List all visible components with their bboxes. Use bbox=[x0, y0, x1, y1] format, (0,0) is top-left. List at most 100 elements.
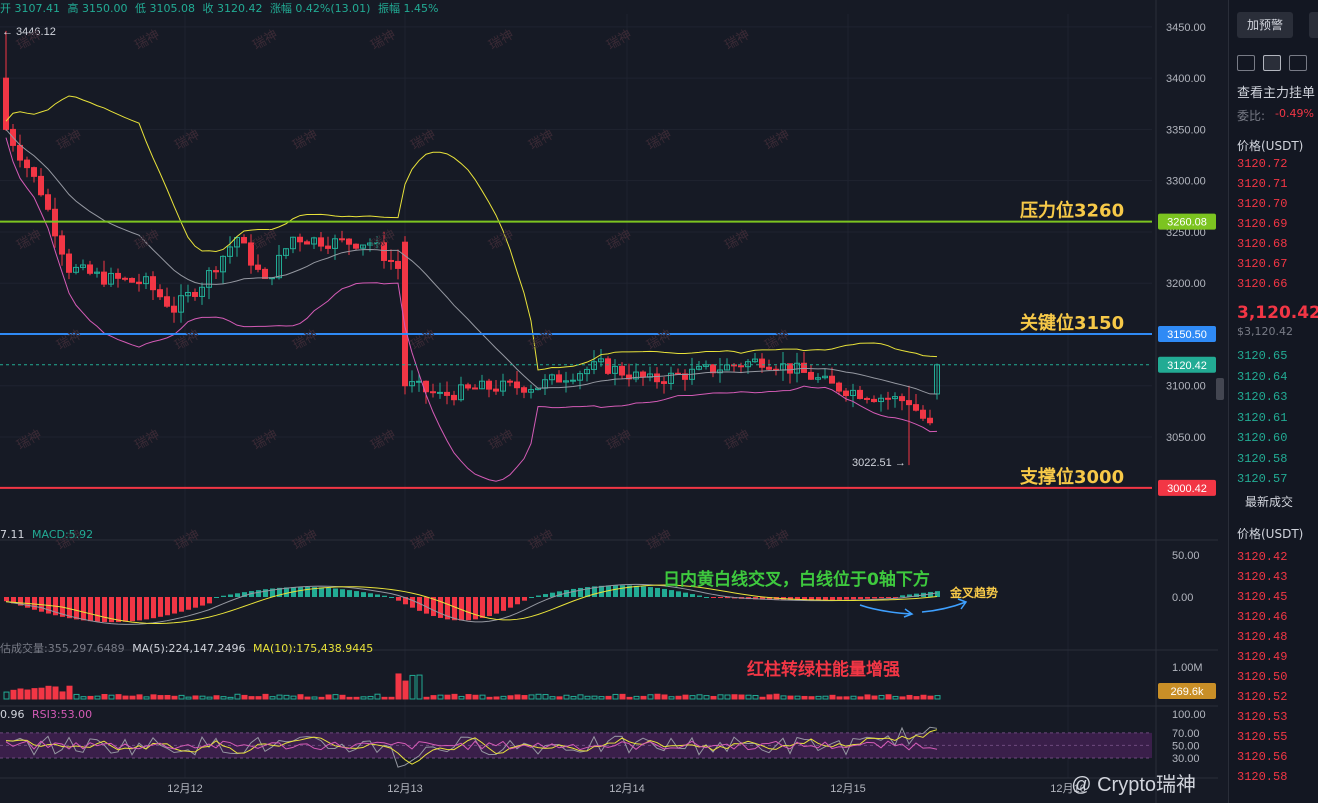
volume-ma5-label: MA(5):224,147.2496 bbox=[132, 642, 246, 655]
macd-bar bbox=[284, 587, 289, 597]
trades-title[interactable]: 最新成交 bbox=[1245, 495, 1294, 509]
volume-bar bbox=[878, 694, 885, 700]
book-asks-icon[interactable] bbox=[1289, 55, 1307, 71]
macd-bar bbox=[564, 590, 569, 597]
volume-bar bbox=[612, 693, 619, 700]
macd-bar bbox=[683, 592, 688, 597]
candle-body bbox=[479, 380, 485, 390]
macd-bar bbox=[872, 597, 877, 599]
volume-bar bbox=[269, 696, 276, 700]
book-bids-icon[interactable] bbox=[1263, 55, 1281, 71]
volume-bar bbox=[178, 694, 185, 700]
candle-body bbox=[430, 391, 436, 394]
candle-body bbox=[178, 295, 184, 313]
candle-body bbox=[395, 260, 401, 269]
volume-bar bbox=[52, 686, 59, 700]
macd-dif-line bbox=[5, 583, 938, 625]
candle-body bbox=[878, 397, 884, 403]
candle-body bbox=[143, 276, 149, 285]
volume-bar bbox=[521, 695, 528, 700]
rsi-line-1 bbox=[5, 726, 938, 768]
bid-price: 3120.57 bbox=[1237, 472, 1288, 486]
volume-bar bbox=[101, 694, 108, 700]
volume-bar bbox=[486, 696, 493, 700]
level-label: 关键位3150 bbox=[1020, 312, 1124, 334]
macd-bar bbox=[571, 588, 576, 597]
volume-bar bbox=[661, 694, 668, 700]
volume-bar bbox=[108, 694, 115, 700]
volume-bar bbox=[640, 695, 647, 700]
more-button[interactable] bbox=[1309, 12, 1318, 38]
macd-bar bbox=[627, 585, 632, 597]
volume-bar bbox=[507, 695, 514, 700]
level-price-text: 3150.50 bbox=[1167, 329, 1207, 341]
macd-bar bbox=[172, 597, 177, 614]
volume-bar bbox=[199, 695, 206, 700]
macd-bar bbox=[886, 597, 891, 598]
rsi-tick: 30.00 bbox=[1172, 753, 1200, 765]
major-orders-title[interactable]: 查看主力挂单 bbox=[1237, 86, 1316, 101]
candle-body bbox=[570, 379, 576, 382]
macd-bar bbox=[326, 587, 331, 597]
volume-bar bbox=[157, 695, 164, 700]
macd-bar bbox=[347, 590, 352, 597]
macd-bar bbox=[620, 585, 625, 597]
book-both-icon[interactable] bbox=[1237, 55, 1255, 71]
candle-body bbox=[283, 248, 289, 256]
trades-header: 价格(USDT) bbox=[1237, 527, 1304, 541]
level-price-text: 3260.08 bbox=[1167, 217, 1207, 229]
bid-price: 3120.60 bbox=[1237, 431, 1288, 445]
amplitude-value: 振幅 1.45% bbox=[377, 2, 439, 15]
macd-bar bbox=[235, 593, 240, 597]
macd-bar bbox=[900, 595, 905, 597]
macd-bar bbox=[403, 597, 408, 605]
candle-body bbox=[31, 167, 37, 177]
candle-body bbox=[80, 264, 86, 268]
candle-body bbox=[136, 281, 142, 285]
candle-body bbox=[822, 375, 828, 379]
trade-price: 3120.53 bbox=[1237, 710, 1288, 724]
macd-bar bbox=[4, 597, 9, 602]
volume-bar bbox=[801, 695, 808, 700]
trade-price: 3120.46 bbox=[1237, 610, 1288, 624]
macd-bar bbox=[795, 597, 800, 601]
volume-bar bbox=[339, 694, 346, 700]
volume-bar bbox=[745, 694, 752, 700]
macd-bar bbox=[816, 597, 821, 601]
volume-bar bbox=[885, 694, 892, 700]
volume-bar bbox=[465, 694, 472, 700]
bid-price: 3120.64 bbox=[1237, 369, 1288, 384]
volume-bar bbox=[297, 694, 304, 700]
trade-price: 3120.55 bbox=[1237, 730, 1288, 744]
volume-bar bbox=[31, 688, 38, 700]
volume-bar bbox=[836, 696, 843, 700]
candle-body bbox=[626, 374, 632, 380]
x-tick-label: 12月15 bbox=[830, 783, 865, 795]
candle-body bbox=[927, 417, 933, 424]
volume-bar bbox=[794, 695, 801, 700]
macd-bar bbox=[389, 597, 394, 598]
volume-bar bbox=[311, 696, 318, 700]
macd-bar bbox=[158, 597, 163, 617]
candle-body bbox=[500, 380, 506, 392]
candle-body bbox=[794, 362, 800, 374]
macd-bar bbox=[858, 597, 863, 600]
candle-body bbox=[262, 268, 268, 279]
macd-bar bbox=[648, 587, 653, 597]
candle-body bbox=[563, 380, 569, 383]
macd-bar bbox=[725, 597, 730, 599]
candle-body bbox=[241, 237, 247, 244]
macd-bar bbox=[767, 597, 772, 600]
macd-bar bbox=[487, 597, 492, 617]
macd-bar bbox=[18, 597, 23, 606]
candle-body bbox=[640, 371, 646, 378]
panel-resize-handle[interactable] bbox=[1216, 378, 1224, 400]
add-alert-button[interactable]: 加预警 bbox=[1237, 12, 1293, 38]
volume-bar bbox=[192, 695, 199, 700]
bid-price: 3120.63 bbox=[1237, 390, 1288, 404]
level-price-tag bbox=[1158, 479, 1216, 496]
macd-bar bbox=[221, 595, 226, 597]
candle-body bbox=[360, 244, 366, 249]
candle-body bbox=[465, 384, 471, 389]
